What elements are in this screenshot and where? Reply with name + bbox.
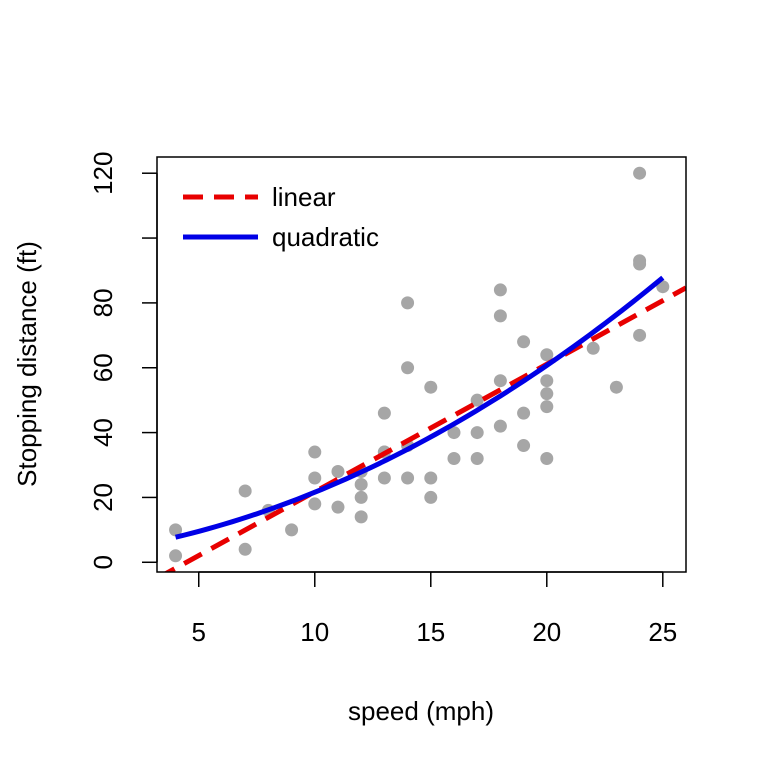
data-point [493,419,507,433]
linear-fit-line [163,285,686,572]
data-point [377,406,391,420]
data-point [609,380,623,394]
data-point [470,452,484,466]
linear-legend-label: linear [272,182,336,212]
x-axis-title: speed (mph) [348,696,494,726]
data-point [493,283,507,297]
data-point [401,471,415,485]
data-point [401,296,415,310]
data-point [285,523,299,537]
quadratic-fit-line [174,275,665,540]
data-point [238,484,252,498]
x-tick-label: 20 [532,617,561,647]
y-tick-label: 40 [88,418,118,447]
x-tick-label: 25 [648,617,677,647]
data-point [424,490,438,504]
y-tick-label: 20 [88,483,118,512]
data-point [401,361,415,375]
data-point [517,439,531,453]
data-point [470,426,484,440]
data-points [169,166,670,563]
data-point [447,426,461,440]
y-axis: 0 20 40 60 80 120 [88,152,158,570]
data-point [517,335,531,349]
data-point [540,374,554,388]
quadratic-legend-label: quadratic [272,222,379,252]
data-point [540,400,554,414]
data-point [308,445,322,459]
data-point [517,406,531,420]
data-point [354,477,368,491]
legend: linear quadratic [183,182,379,252]
data-point [354,490,368,504]
x-tick-label: 10 [300,617,329,647]
y-tick-label: 80 [88,288,118,317]
data-point [331,464,345,478]
fit-lines [163,275,686,572]
data-point [633,328,647,342]
data-point [424,380,438,394]
data-point [540,452,554,466]
x-tick-label: 5 [192,617,206,647]
x-axis: 5 10 15 20 25 [192,571,677,647]
data-point [447,452,461,466]
data-point [633,254,647,268]
data-point [470,393,484,407]
data-point [493,309,507,323]
y-tick-label: 0 [88,555,118,569]
x-tick-label: 15 [416,617,445,647]
data-point [169,523,183,537]
y-axis-title: Stopping distance (ft) [12,241,42,487]
y-tick-label: 120 [88,152,118,195]
data-point [424,471,438,485]
data-point [169,549,183,563]
data-point [493,374,507,388]
data-point [354,510,368,524]
data-point [377,471,391,485]
data-point [308,497,322,511]
data-point [540,348,554,362]
data-point [308,471,322,485]
data-point [586,341,600,355]
data-point [238,542,252,556]
data-point [540,387,554,401]
data-point [633,166,647,180]
data-point [331,500,345,514]
y-tick-label: 60 [88,353,118,382]
